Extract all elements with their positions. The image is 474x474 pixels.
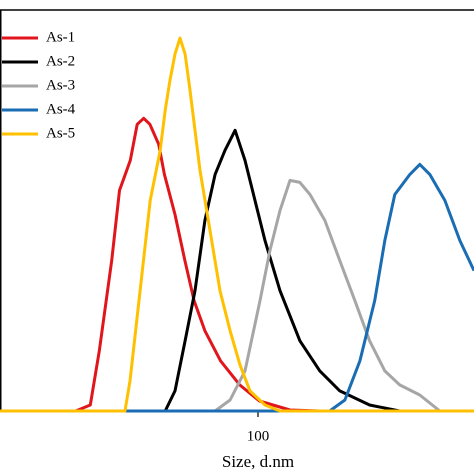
legend-label: As-3	[46, 77, 75, 93]
line-as-3	[0, 178, 474, 413]
line-as-1	[0, 116, 474, 413]
x-axis-label: Size, d.nm	[222, 452, 294, 471]
line-as-5	[0, 36, 474, 413]
legend-label: As-2	[46, 53, 75, 69]
line-as-2	[0, 128, 474, 413]
legend-label: As-5	[46, 125, 75, 141]
x-tick-label: 100	[247, 428, 270, 444]
line-as-4	[0, 162, 474, 413]
legend-label: As-1	[46, 29, 75, 45]
legend-label: As-4	[46, 101, 76, 117]
